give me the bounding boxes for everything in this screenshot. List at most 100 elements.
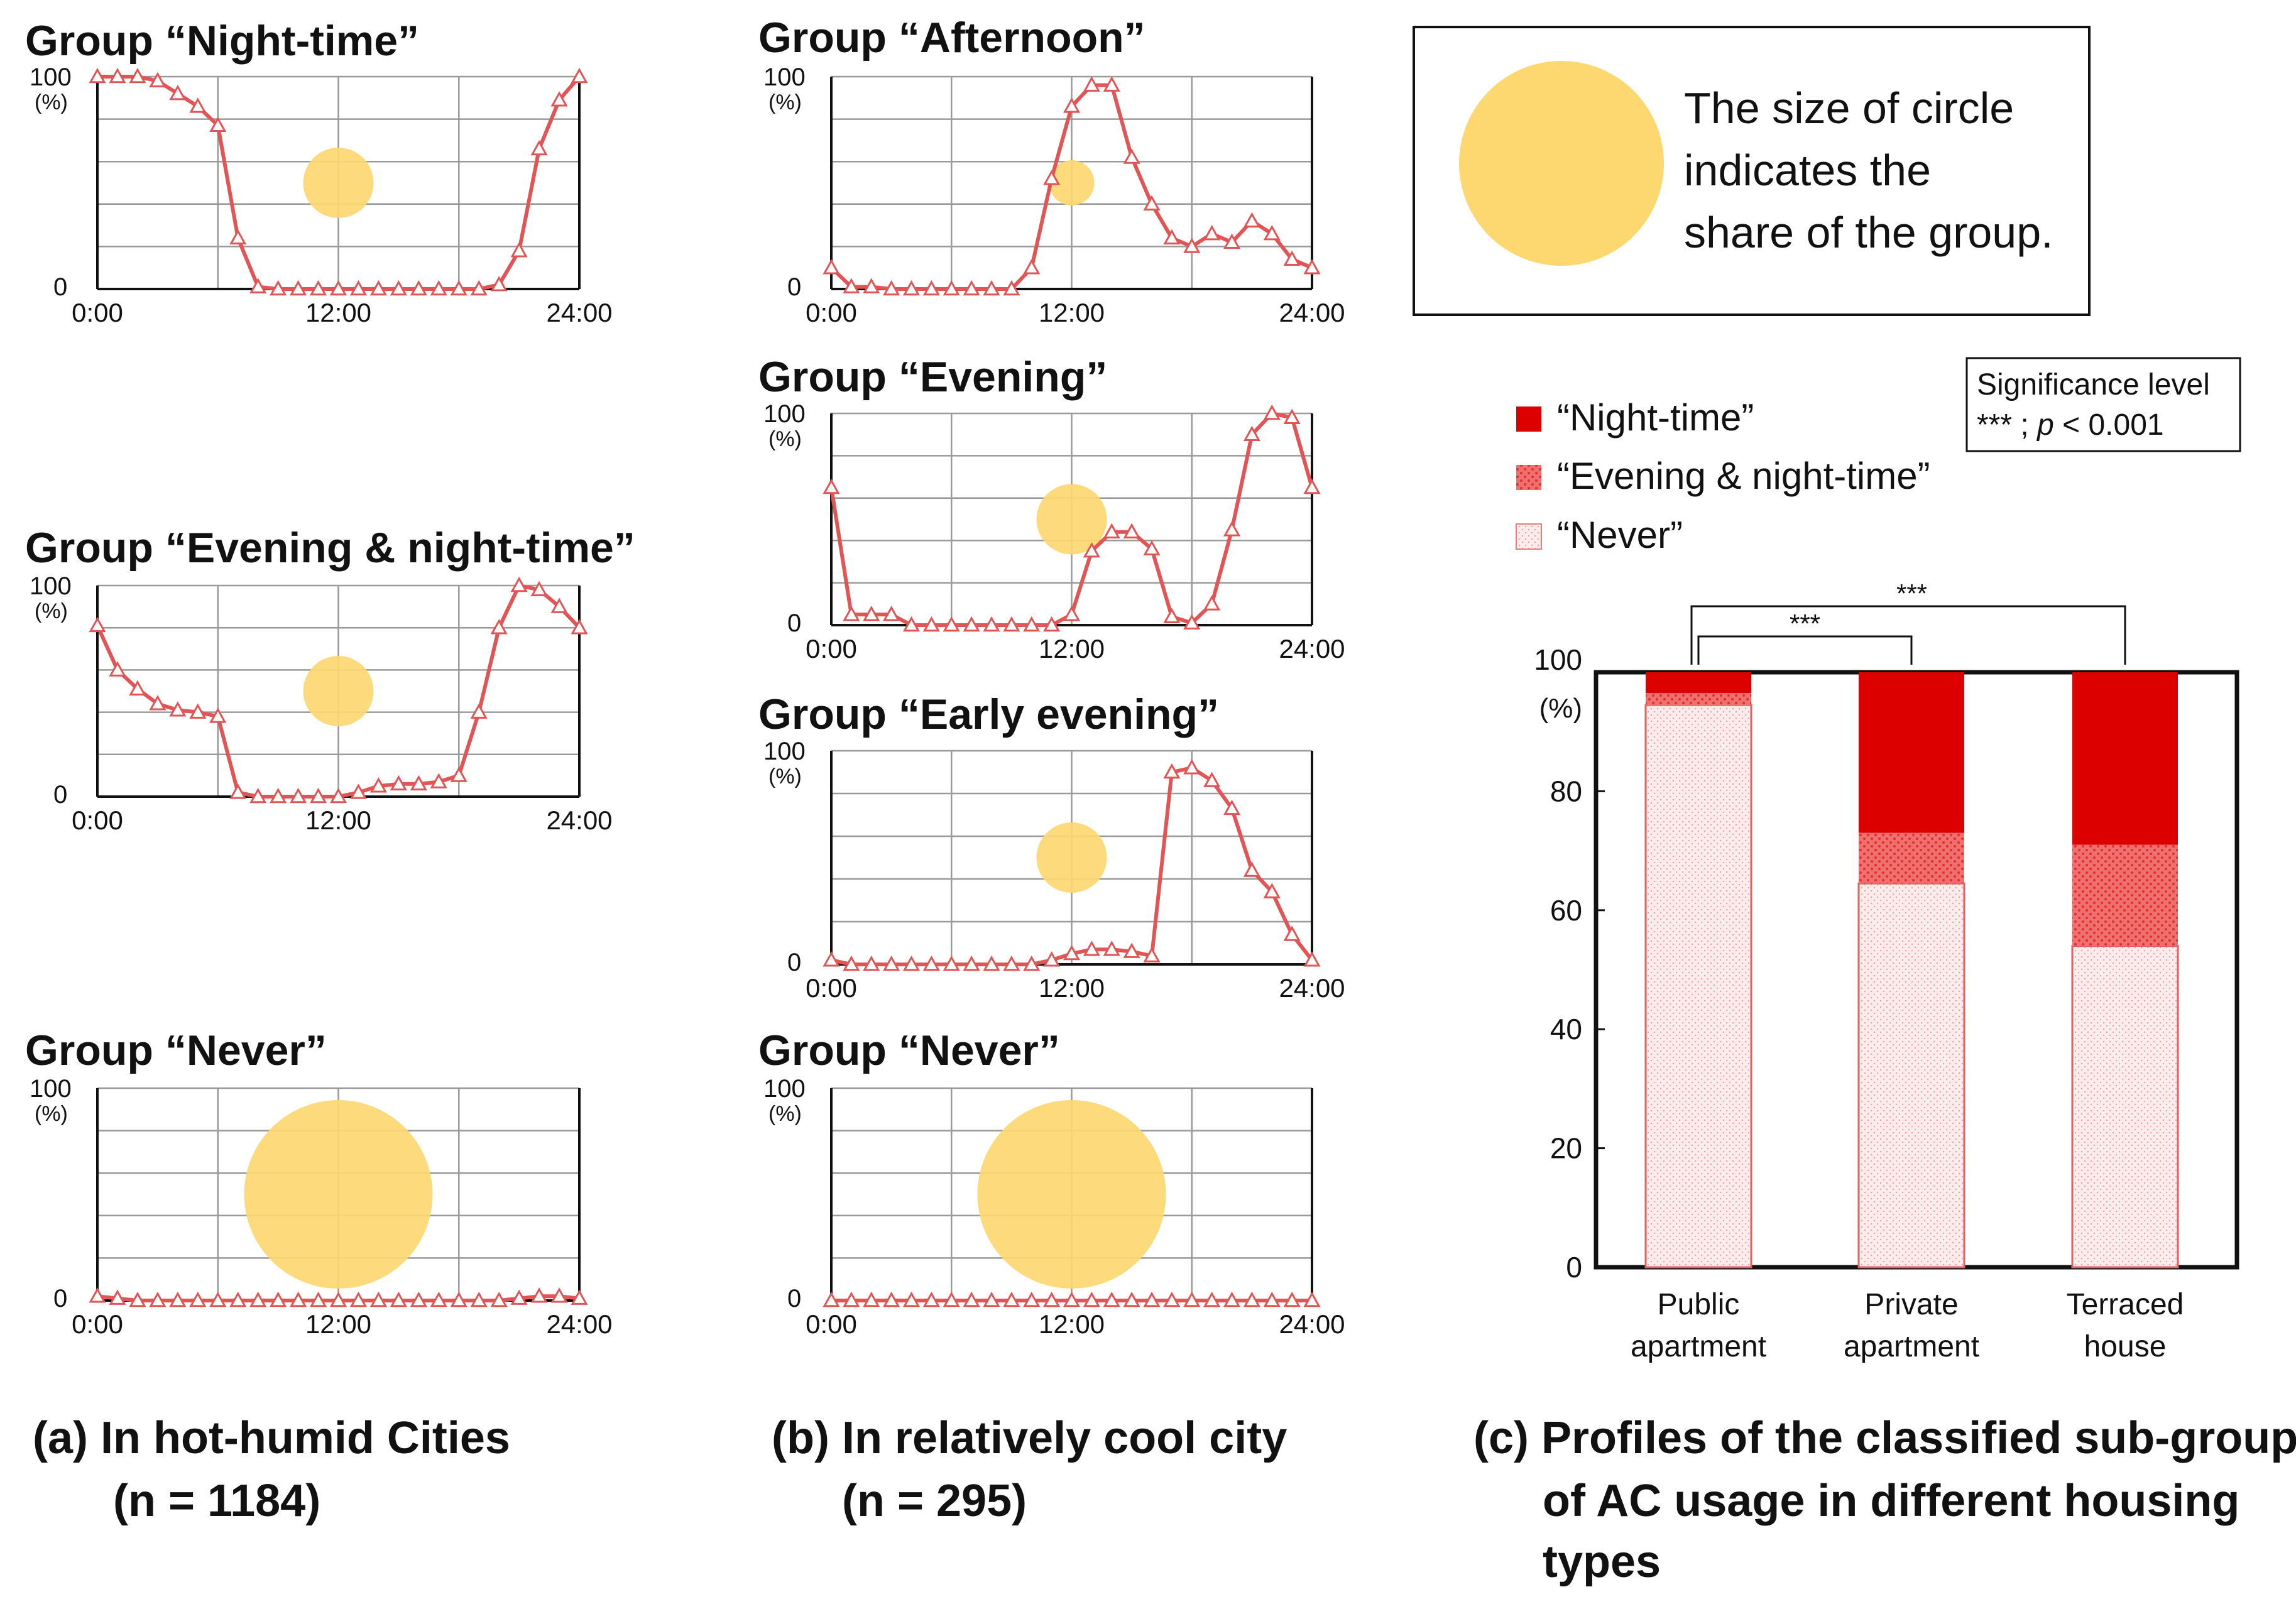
data-point-marker bbox=[863, 606, 880, 621]
data-point-marker bbox=[1243, 425, 1260, 441]
y-tick-label: 40 bbox=[1550, 1013, 1582, 1045]
data-point-marker bbox=[883, 955, 900, 971]
data-point-marker bbox=[129, 67, 146, 84]
data-point-marker bbox=[1083, 76, 1100, 92]
data-point-marker bbox=[349, 783, 368, 799]
data-point-marker bbox=[823, 1291, 840, 1307]
data-point-marker bbox=[129, 680, 146, 695]
data-point-marker bbox=[450, 1291, 467, 1307]
data-point-marker bbox=[189, 703, 207, 719]
data-point-marker bbox=[863, 955, 880, 971]
caption-c-line1: (c) Profiles of the classified sub-group… bbox=[1473, 1413, 2296, 1463]
data-point-marker bbox=[410, 280, 427, 296]
data-point-marker bbox=[349, 1291, 368, 1307]
y-tick-label-top: 100 bbox=[30, 1075, 72, 1103]
data-point-marker bbox=[1303, 951, 1321, 967]
significance-title: Significance level bbox=[1977, 368, 2210, 401]
data-point-marker bbox=[309, 280, 327, 296]
data-point-marker bbox=[450, 766, 467, 782]
x-tick-label: 0:00 bbox=[806, 1309, 857, 1339]
data-point-marker bbox=[229, 783, 247, 799]
line-chart-panel: Group “Never”100(%) 00:00 12:00 24:00 bbox=[25, 1027, 613, 1339]
data-point-marker bbox=[1143, 195, 1161, 211]
data-point-marker bbox=[109, 1289, 126, 1305]
data-point-marker bbox=[843, 606, 860, 621]
data-point-marker bbox=[189, 1291, 207, 1307]
data-point-marker bbox=[410, 775, 427, 791]
y-unit-label: (%) bbox=[35, 90, 68, 114]
data-point-marker bbox=[1203, 772, 1221, 787]
data-point-marker bbox=[902, 1291, 921, 1307]
x-tick-label: 12:00 bbox=[305, 1309, 371, 1339]
data-point-marker bbox=[823, 478, 840, 494]
y-tick-label-top: 100 bbox=[763, 400, 806, 428]
data-point-marker bbox=[1123, 523, 1140, 539]
line-chart-panel: Group “Never”100(%) 00:00 12:00 24:00 bbox=[758, 1027, 1345, 1339]
data-point-marker bbox=[983, 955, 1000, 971]
share-circle bbox=[1036, 822, 1107, 893]
data-point-marker bbox=[922, 616, 940, 632]
data-point-marker bbox=[1023, 955, 1041, 971]
bar-segment bbox=[2072, 672, 2178, 845]
significance-box: Significance level *** ; p < 0.001 bbox=[1965, 357, 2241, 452]
x-category-label-line2: apartment bbox=[1844, 1330, 1979, 1363]
significance-bracket-label: *** bbox=[1790, 609, 1820, 638]
data-point-marker bbox=[1083, 941, 1100, 956]
y-unit-label: (%) bbox=[35, 599, 68, 623]
bar-segment bbox=[1857, 882, 1965, 1268]
data-point-marker bbox=[1083, 542, 1100, 558]
data-point-marker bbox=[209, 116, 227, 133]
legend-label: “Evening & night-time” bbox=[1557, 455, 1930, 497]
share-circle bbox=[244, 1100, 433, 1289]
bar-segment bbox=[1859, 672, 1964, 833]
chart-title: Group “Evening & night-time” bbox=[25, 524, 635, 572]
circle-size-legend: The size of circle indicates the share o… bbox=[1413, 26, 2091, 316]
data-point-marker bbox=[1183, 1291, 1201, 1307]
data-point-marker bbox=[1103, 1291, 1120, 1307]
data-point-marker bbox=[922, 280, 940, 296]
caption-b-line1: (b) In relatively cool city bbox=[772, 1413, 1287, 1463]
data-point-marker bbox=[1243, 212, 1260, 228]
y-tick-label-top: 100 bbox=[763, 738, 806, 765]
data-point-marker bbox=[1063, 944, 1081, 961]
data-point-marker bbox=[270, 280, 287, 296]
data-point-marker bbox=[109, 67, 126, 84]
data-point-marker bbox=[1003, 955, 1020, 971]
data-point-marker bbox=[510, 576, 528, 592]
data-point-marker bbox=[1023, 616, 1041, 632]
data-point-marker bbox=[843, 1291, 860, 1307]
significance-bracket bbox=[1690, 605, 2126, 665]
x-category-label-line1: Terraced bbox=[2067, 1288, 2184, 1321]
legend-swatch bbox=[1516, 523, 1542, 550]
data-point-marker bbox=[823, 951, 840, 967]
x-tick-label: 0:00 bbox=[806, 634, 857, 663]
data-point-marker bbox=[963, 955, 980, 971]
data-point-marker bbox=[189, 97, 207, 113]
data-point-marker bbox=[1243, 1291, 1260, 1307]
bar-segment bbox=[1646, 672, 1751, 694]
line-charts: Group “Night-time”100(%)00:00 12:00 24:00 G… bbox=[25, 14, 1345, 1339]
data-point-marker bbox=[550, 597, 568, 613]
data-point-marker bbox=[249, 278, 267, 293]
line-chart-panel: Group “Night-time”100(%) 00:00 12:00 24:00 bbox=[25, 17, 613, 327]
x-tick-label: 24:00 bbox=[1279, 634, 1345, 663]
data-point-marker bbox=[349, 280, 368, 296]
data-point-marker bbox=[963, 1291, 980, 1307]
data-point-marker bbox=[1283, 250, 1301, 266]
y-tick-label-bottom: 0 bbox=[53, 781, 67, 809]
data-point-marker bbox=[1263, 404, 1281, 420]
share-circle bbox=[977, 1100, 1166, 1289]
x-tick-label: 12:00 bbox=[1039, 973, 1105, 1003]
x-tick-label: 0:00 bbox=[72, 298, 123, 327]
data-point-marker bbox=[883, 280, 900, 296]
data-point-marker bbox=[109, 661, 126, 677]
data-point-marker bbox=[943, 1291, 960, 1307]
data-point-marker bbox=[430, 1291, 447, 1307]
data-point-marker bbox=[470, 280, 488, 296]
data-point-marker bbox=[863, 1291, 880, 1307]
data-point-marker bbox=[1283, 408, 1301, 425]
data-point-marker bbox=[1183, 759, 1201, 775]
data-point-marker bbox=[470, 1291, 488, 1307]
y-unit-label: (%) bbox=[768, 90, 802, 114]
y-tick-label-top: 100 bbox=[30, 63, 72, 91]
